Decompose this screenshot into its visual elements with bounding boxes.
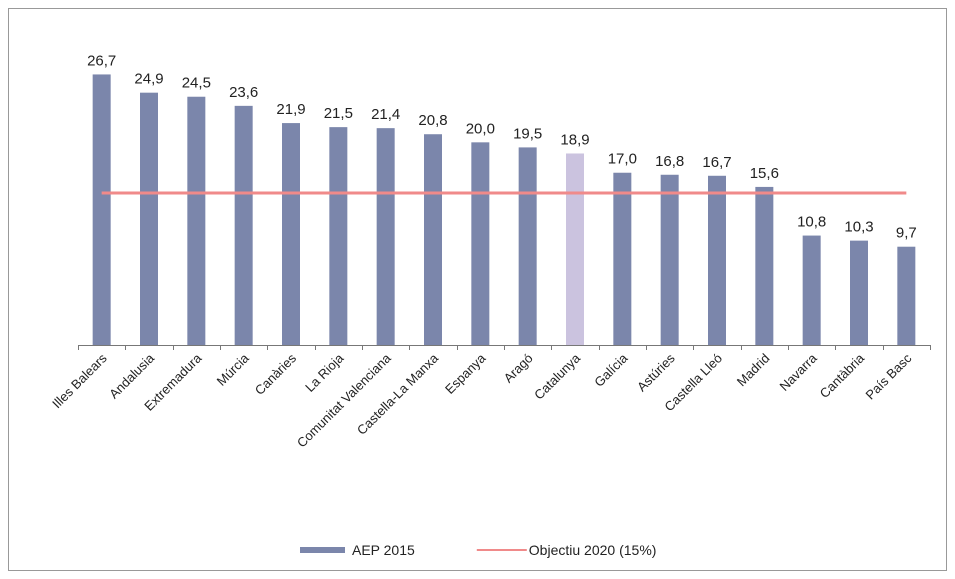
bar [566,153,584,345]
bar [424,134,442,345]
legend-label: AEP 2015 [352,542,415,558]
bar [660,174,679,345]
bar [140,92,158,346]
value-label: 24,9 [134,71,163,88]
value-label: 16,8 [655,153,684,170]
value-label: 15,6 [750,165,779,182]
bar [471,142,490,345]
bar [329,127,348,345]
bar [802,235,821,345]
bar [187,96,206,345]
bar [850,240,868,345]
legend-swatch [300,547,345,553]
bar [234,105,253,345]
value-label: 20,0 [466,120,495,137]
value-label: 17,0 [608,151,637,168]
value-label: 16,7 [702,154,731,171]
bar [282,123,300,345]
bar [708,175,726,345]
value-label: 10,3 [844,219,873,236]
value-label: 20,8 [418,112,447,129]
value-label: 10,8 [797,214,826,231]
value-label: 19,5 [513,125,542,142]
value-label: 26,7 [87,52,116,69]
value-label: 23,6 [229,84,258,101]
value-label: 21,9 [276,101,305,118]
bar [92,74,111,345]
value-label: 18,9 [560,131,589,148]
bar [518,147,537,345]
value-label: 21,4 [371,106,400,123]
value-label: 21,5 [324,105,353,122]
bar [897,246,916,345]
legend-label: Objectiu 2020 (15%) [529,542,657,558]
bar [755,186,774,345]
value-label: 9,7 [896,225,917,242]
value-label: 24,5 [182,75,211,92]
bar [376,128,395,345]
bar [613,172,632,345]
